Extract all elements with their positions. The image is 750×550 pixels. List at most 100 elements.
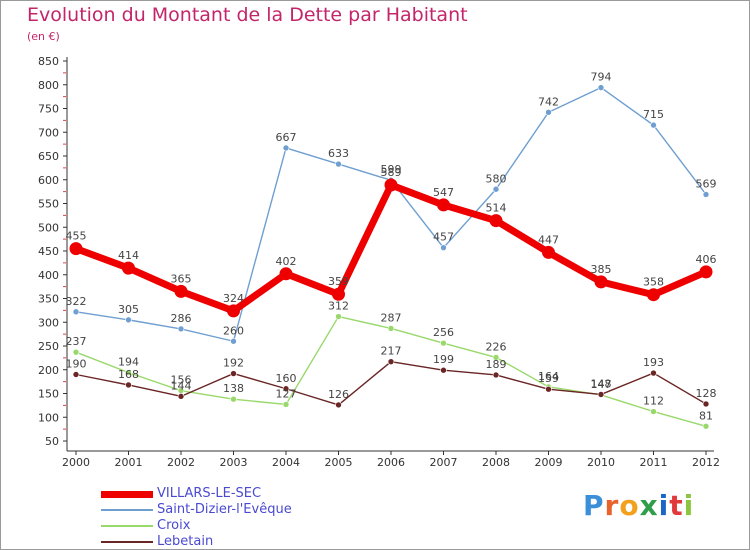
data-point xyxy=(387,325,395,332)
data-point xyxy=(702,400,710,408)
data-point xyxy=(597,391,605,398)
data-label: 168 xyxy=(118,368,139,381)
data-point xyxy=(177,325,185,333)
data-label: 286 xyxy=(171,312,192,325)
legend-swatch xyxy=(101,509,153,511)
data-label: 126 xyxy=(328,388,349,401)
x-tick-label: 2007 xyxy=(430,456,458,469)
data-point xyxy=(282,401,290,408)
data-label: 580 xyxy=(486,172,507,185)
legend-swatch xyxy=(101,525,153,527)
x-tick-label: 2011 xyxy=(640,456,668,469)
x-tick-label: 2002 xyxy=(167,456,195,469)
data-label: 148 xyxy=(591,377,612,390)
y-tick-label: 500 xyxy=(38,221,59,234)
y-tick-label: 300 xyxy=(38,316,59,329)
data-point xyxy=(440,339,447,347)
data-label: 402 xyxy=(276,255,297,268)
data-point xyxy=(699,265,713,279)
data-point xyxy=(335,313,342,320)
y-tick-label: 650 xyxy=(38,150,59,163)
x-tick-label: 2000 xyxy=(62,456,90,469)
y-tick-label: 450 xyxy=(38,245,59,258)
data-label: 358 xyxy=(643,276,664,289)
data-label: 385 xyxy=(591,263,612,276)
data-point xyxy=(545,109,552,116)
data-label: 599 xyxy=(381,163,402,176)
data-point xyxy=(492,354,500,361)
data-point xyxy=(702,191,710,198)
logo-letter: i xyxy=(658,489,670,522)
data-label: 322 xyxy=(66,295,87,308)
chart-subtitle: (en €) xyxy=(27,30,60,43)
data-label: 547 xyxy=(433,186,454,199)
data-point xyxy=(282,385,290,393)
data-point xyxy=(492,185,500,193)
x-tick-label: 2010 xyxy=(587,456,615,469)
y-tick-label: 50 xyxy=(45,435,59,448)
data-label: 159 xyxy=(538,372,559,385)
y-tick-label: 350 xyxy=(38,293,59,306)
data-label: 260 xyxy=(223,324,244,337)
data-label: 192 xyxy=(223,357,244,370)
x-tick-label: 2001 xyxy=(115,456,143,469)
y-tick-label: 850 xyxy=(38,55,59,68)
data-label: 128 xyxy=(696,387,717,400)
series-line-0 xyxy=(72,181,710,315)
data-label: 447 xyxy=(538,233,559,246)
data-label: 414 xyxy=(118,249,139,262)
data-label: 194 xyxy=(118,356,139,369)
x-tick-label: 2004 xyxy=(272,456,300,469)
y-tick-label: 250 xyxy=(38,340,59,353)
legend-label: Saint-Dizier-l'Evêque xyxy=(157,502,292,517)
data-label: 217 xyxy=(381,345,402,358)
logo-letter: t xyxy=(669,489,684,522)
data-label: 457 xyxy=(433,231,454,244)
data-label: 589 xyxy=(381,166,402,179)
legend-swatch xyxy=(101,491,153,498)
data-label: 365 xyxy=(171,272,192,285)
data-label: 190 xyxy=(66,358,87,371)
data-label: 127 xyxy=(276,387,297,400)
data-label: 312 xyxy=(328,300,349,313)
data-point xyxy=(122,261,135,275)
data-point xyxy=(384,178,398,192)
y-tick-label: 150 xyxy=(38,388,59,401)
data-point xyxy=(69,242,83,256)
series-line-1 xyxy=(75,86,707,342)
data-label: 237 xyxy=(66,335,87,348)
legend: VILLARS-LE-SEC Saint-Dizier-l'Evêque Croix… xyxy=(101,486,401,549)
data-label: 112 xyxy=(643,395,664,408)
data-point xyxy=(647,288,660,302)
data-point xyxy=(650,408,657,415)
data-label: 406 xyxy=(696,253,717,266)
data-label: 164 xyxy=(538,370,559,383)
data-point xyxy=(72,371,80,378)
legend-label: Croix xyxy=(157,518,191,533)
data-label: 156 xyxy=(171,374,192,387)
legend-item: Saint-Dizier-l'Evêque xyxy=(101,502,401,518)
data-point xyxy=(597,84,605,91)
data-label: 633 xyxy=(328,147,349,160)
data-label: 144 xyxy=(171,379,192,392)
data-label: 256 xyxy=(433,326,454,339)
x-tick-label: 2008 xyxy=(482,456,510,469)
y-tick-label: 750 xyxy=(38,103,59,116)
data-point xyxy=(650,121,657,129)
data-label: 287 xyxy=(381,311,402,324)
data-point xyxy=(702,422,710,430)
data-label: 455 xyxy=(66,230,87,243)
data-point xyxy=(387,358,395,365)
series-lines xyxy=(69,84,713,430)
data-point xyxy=(230,337,237,345)
data-point xyxy=(594,275,608,289)
logo-letter: i xyxy=(683,489,695,522)
data-label: 794 xyxy=(591,71,612,84)
data-label: 742 xyxy=(538,95,559,108)
data-labels: 322 305 286 260 667 633 599 457 580 742 794 715 569 2… xyxy=(66,71,717,423)
data-label: 715 xyxy=(643,108,664,121)
data-point xyxy=(332,287,345,301)
legend-item: Lebetain xyxy=(101,534,401,549)
data-point xyxy=(174,284,188,298)
